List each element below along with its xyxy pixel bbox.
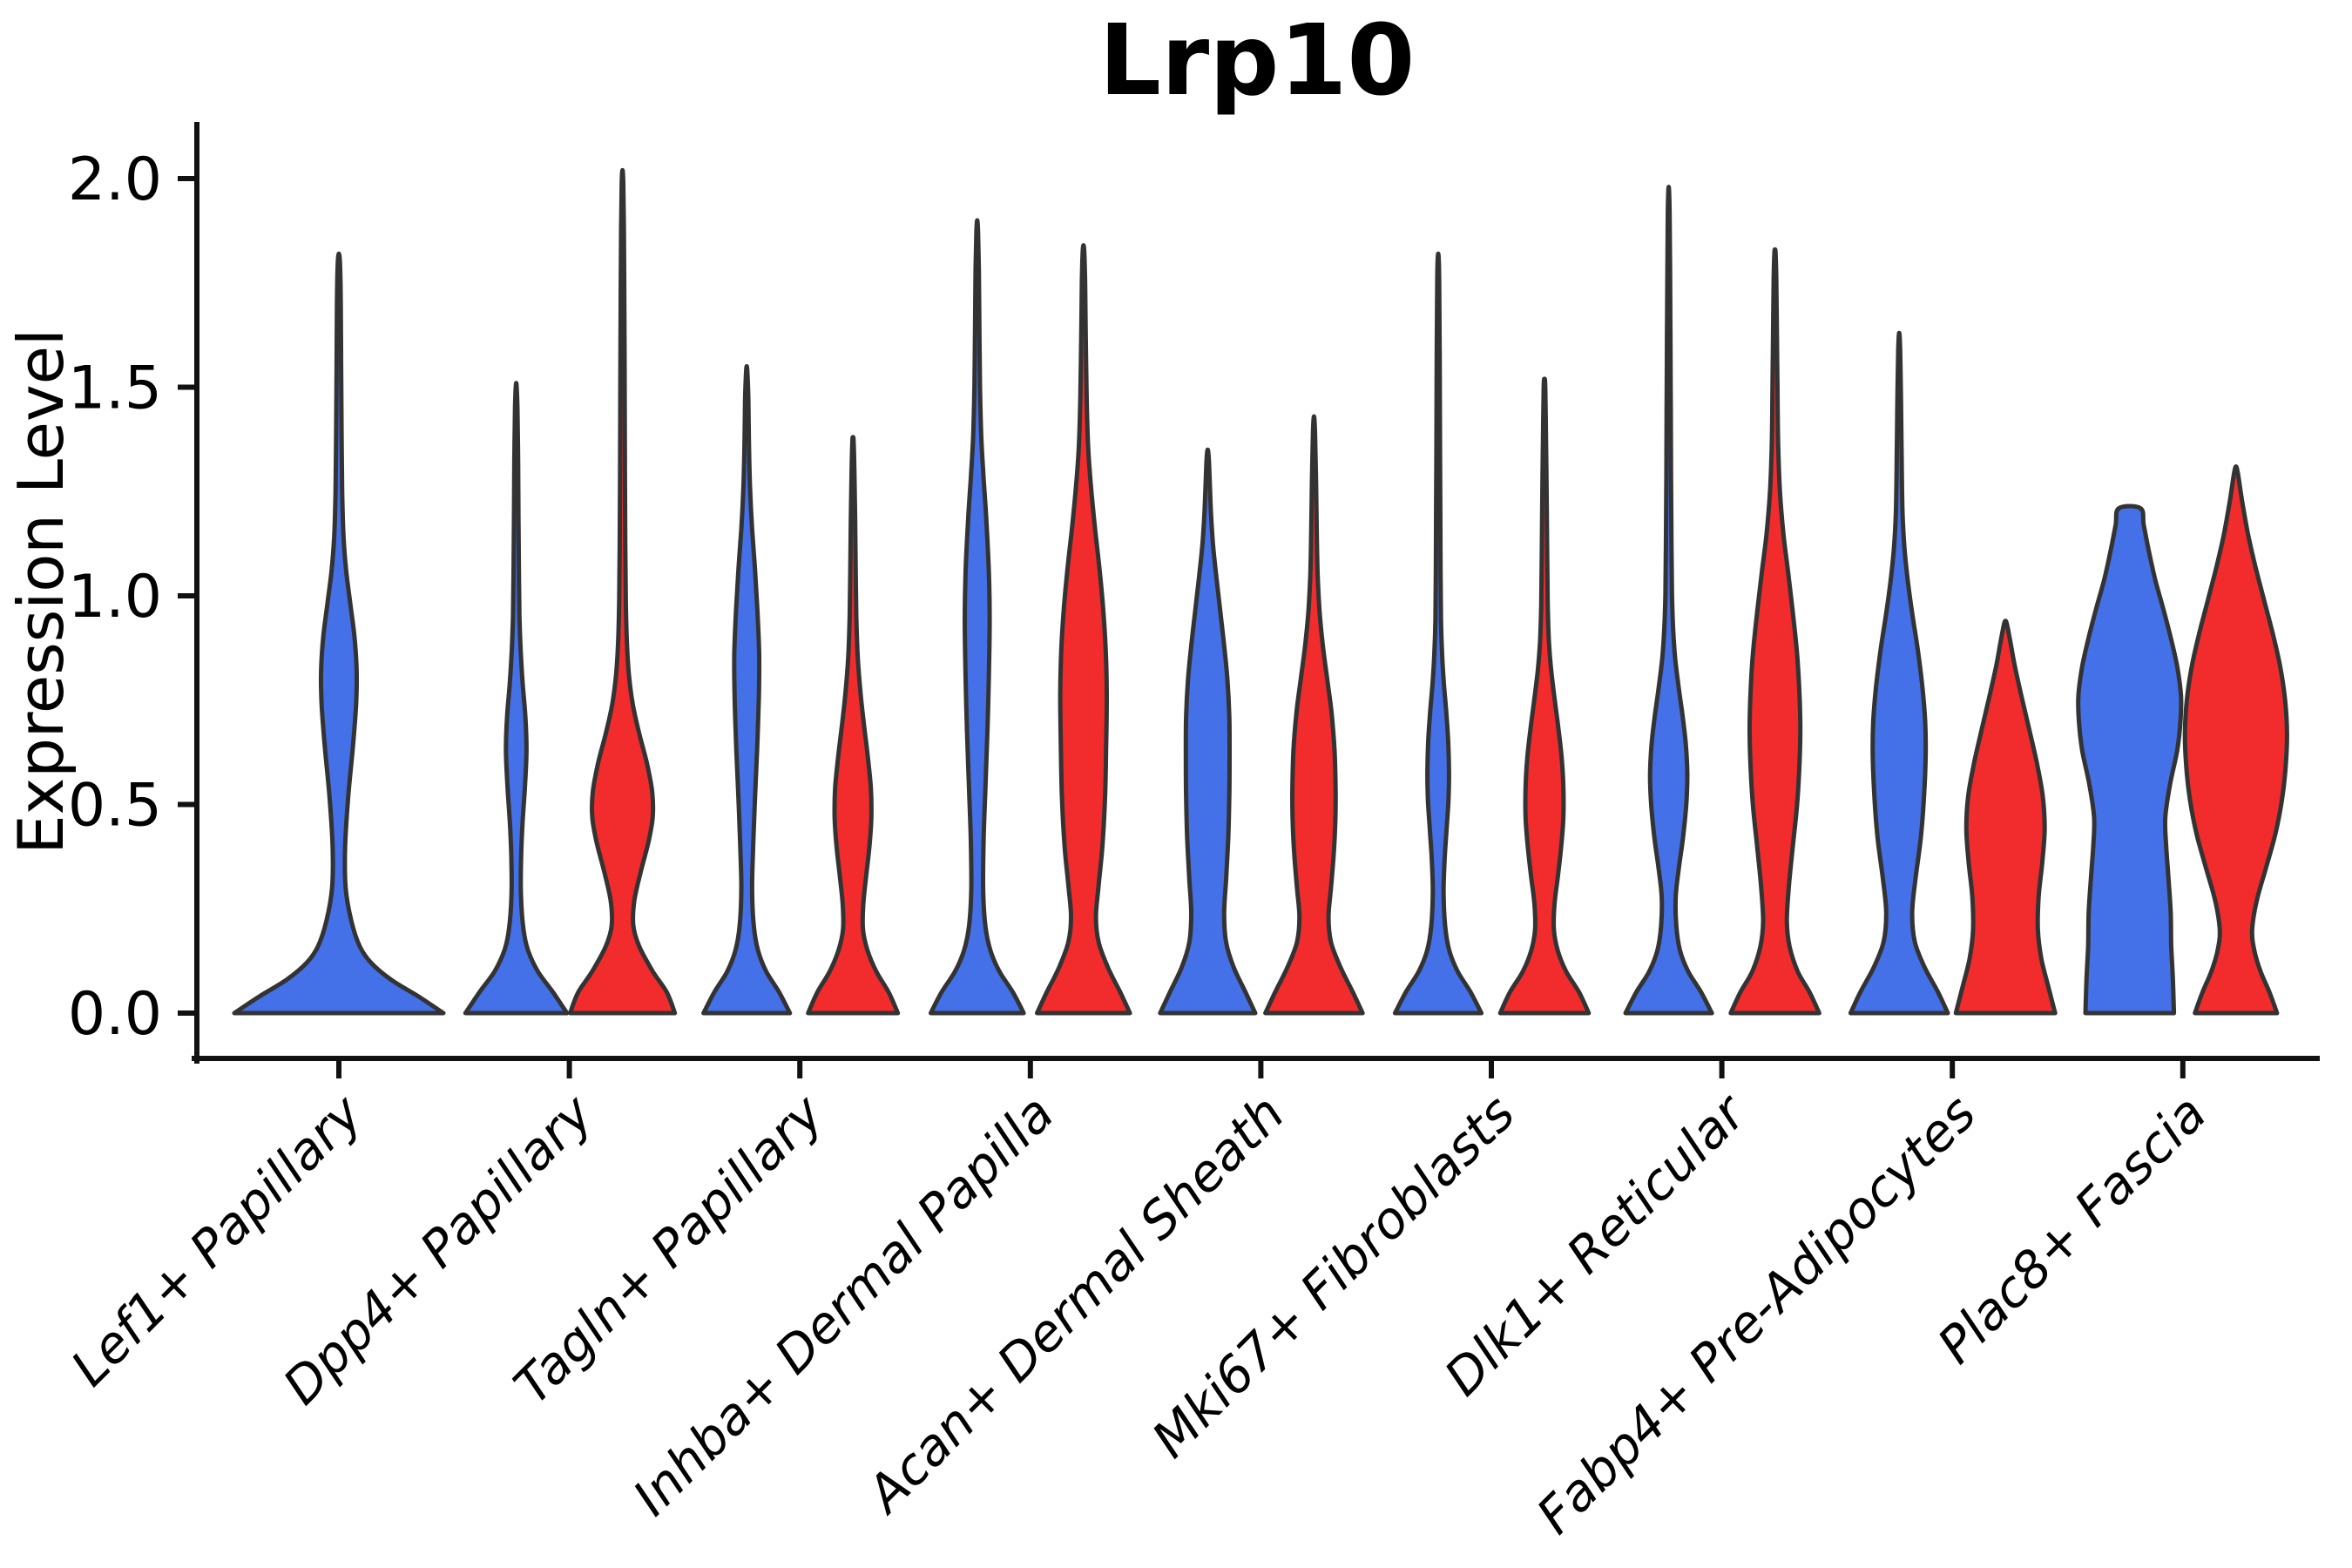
- violin-fabp4-pre-adipocytes-red: [1953, 618, 2058, 1016]
- violin-plac8-fascia-red: [2182, 464, 2289, 1016]
- violin-dpp4-papillary-red: [568, 167, 678, 1016]
- x-category-label-acan-dermal-sheath: Acan+ Dermal Sheath: [854, 1084, 1296, 1526]
- violin-tagln-papillary-red: [806, 435, 901, 1016]
- y-axis-ticks: 0.0 0.5 1.0 1.5 2.0: [68, 145, 197, 1049]
- violins-layer: [232, 167, 2289, 1016]
- chart-title: Lrp10: [1099, 4, 1416, 118]
- x-category-label-inhba-dermal-papilla: Inhba+ Dermal Papilla: [622, 1084, 1065, 1527]
- y-tick-label-1.5: 1.5: [68, 355, 162, 423]
- y-axis-label: Expression Level: [4, 328, 78, 855]
- violin-dlk1-reticular-red: [1728, 247, 1821, 1016]
- violin-inhba-dermal-papilla-red: [1035, 243, 1132, 1016]
- violin-mki67-fibroblasts-red: [1497, 376, 1592, 1016]
- violin-acan-dermal-sheath-blue: [1158, 447, 1258, 1016]
- y-tick-label-0.0: 0.0: [68, 980, 162, 1049]
- violin-lef1-papillary-blue: [232, 251, 446, 1016]
- violin-fabp4-pre-adipocytes-blue: [1848, 330, 1950, 1016]
- y-tick-label-0.5: 0.5: [68, 772, 162, 841]
- violin-tagln-papillary-blue: [701, 364, 793, 1016]
- x-category-label-fabp4-pre-adipocytes: Fabp4+ Pre-Adipocytes: [1525, 1084, 1987, 1545]
- violin-dpp4-papillary-blue: [463, 381, 570, 1016]
- violin-dlk1-reticular-blue: [1623, 185, 1714, 1016]
- y-tick-label-2.0: 2.0: [68, 145, 162, 214]
- violin-acan-dermal-sheath-red: [1263, 414, 1365, 1016]
- violin-mki67-fibroblasts-blue: [1392, 251, 1484, 1016]
- violin-inhba-dermal-papilla-blue: [929, 218, 1026, 1016]
- violin-plac8-fascia-blue: [2076, 504, 2184, 1016]
- y-tick-label-1.0: 1.0: [68, 563, 162, 632]
